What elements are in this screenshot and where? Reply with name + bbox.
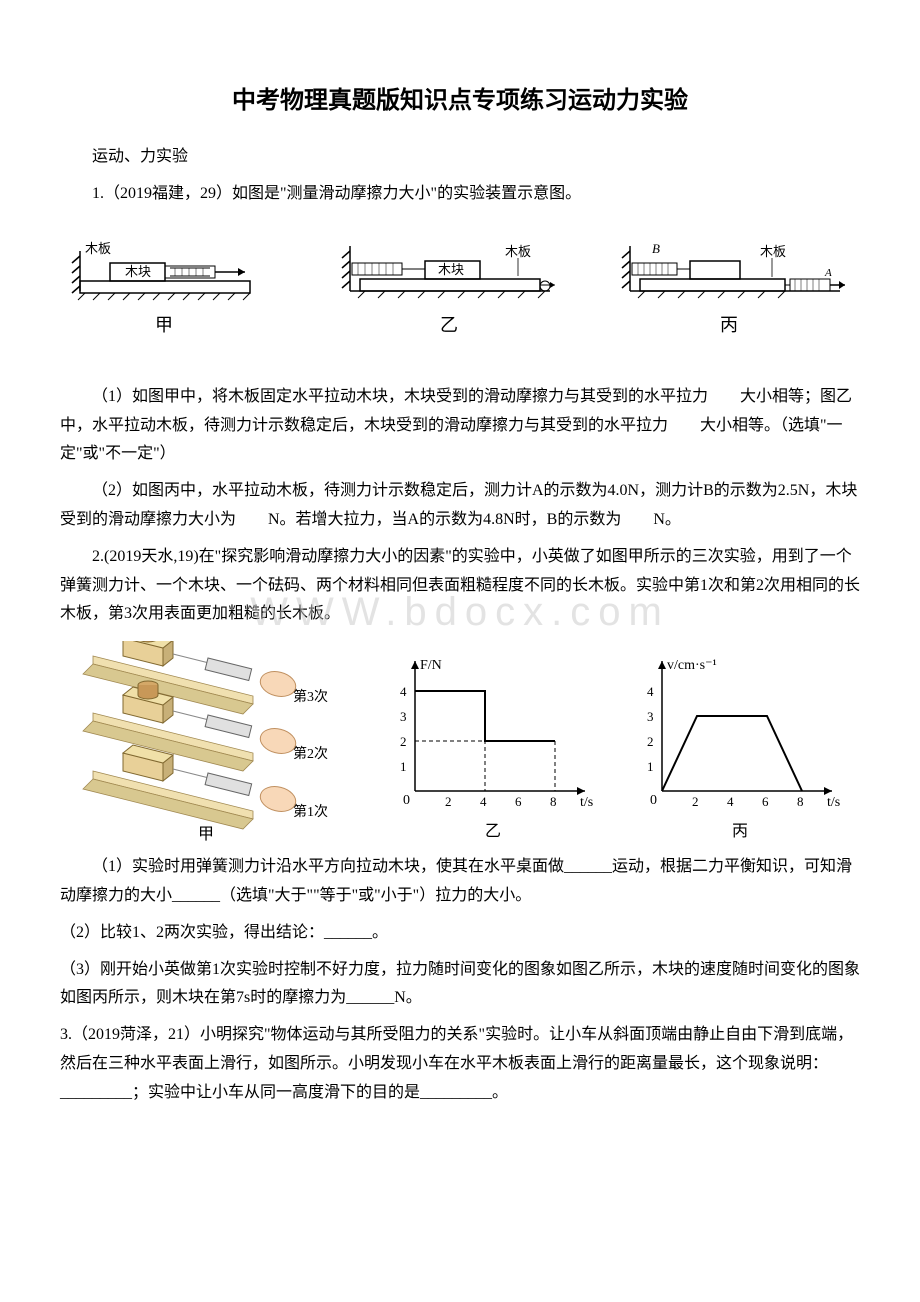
- svg-text:乙: 乙: [485, 823, 501, 840]
- svg-text:木块: 木块: [438, 262, 464, 277]
- svg-text:1: 1: [647, 759, 654, 774]
- svg-text:丙: 丙: [732, 823, 748, 840]
- svg-text:甲: 甲: [198, 826, 214, 841]
- q2-intro: 2.(2019天水,19)在"探究影响滑动摩擦力大小的因素"的实验中，小英做了如…: [60, 543, 860, 629]
- svg-text:甲: 甲: [155, 315, 173, 335]
- svg-text:4: 4: [480, 794, 487, 809]
- q2-text2: （2）比较1、2两次实验，得出结论：______。: [60, 919, 860, 948]
- svg-text:木块: 木块: [125, 264, 151, 279]
- q3-intro: 3.（2019菏泽，21）小明探究"物体运动与其所受阻力的关系"实验时。让小车从…: [60, 1021, 860, 1107]
- page-title: 中考物理真题版知识点专项练习运动力实验: [60, 80, 860, 123]
- svg-text:第2次: 第2次: [293, 745, 328, 762]
- svg-text:2: 2: [647, 734, 654, 749]
- chart-bing: v/cm·s⁻¹ t/s 0 1 2 3 4 2 4 6 8 丙: [622, 641, 852, 841]
- svg-text:1: 1: [400, 759, 407, 774]
- svg-text:4: 4: [400, 684, 407, 699]
- svg-text:4: 4: [647, 684, 654, 699]
- svg-text:8: 8: [550, 794, 557, 809]
- chart-yi: F/N t/s 0 1 2 3 4 2 4 6 8: [375, 641, 605, 841]
- svg-text:丙: 丙: [720, 315, 738, 335]
- q2-text1: （1）实验时用弹簧测力计沿水平方向拉动木块，使其在水平桌面做______运动，根…: [60, 853, 860, 911]
- q1-text2: （2）如图丙中，水平拉动木板，待测力计示数稳定后，测力计A的示数为4.0N，测力…: [60, 477, 860, 535]
- svg-text:F/N: F/N: [420, 658, 442, 673]
- svg-text:8: 8: [797, 794, 804, 809]
- svg-text:2: 2: [445, 794, 452, 809]
- svg-text:木板: 木板: [505, 244, 531, 259]
- svg-text:6: 6: [515, 794, 522, 809]
- figure-1: 木块 木板 甲: [60, 221, 860, 371]
- svg-text:乙: 乙: [440, 315, 458, 335]
- svg-text:0: 0: [650, 793, 657, 808]
- figure-2: 第3次 第2次: [60, 641, 860, 841]
- svg-text:2: 2: [400, 734, 407, 749]
- svg-text:A: A: [824, 267, 832, 279]
- svg-text:t/s: t/s: [827, 795, 840, 810]
- svg-text:木板: 木板: [85, 241, 111, 256]
- svg-text:0: 0: [403, 793, 410, 808]
- q2-text3: （3）刚开始小英做第1次实验时控制不好力度，拉力随时间变化的图象如图乙所示，木块…: [60, 956, 860, 1014]
- q1-intro: 1.（2019福建，29）如图是"测量滑动摩擦力大小"的实验装置示意图。: [60, 180, 860, 209]
- svg-text:v/cm·s⁻¹: v/cm·s⁻¹: [667, 658, 717, 673]
- q1-text1: （1）如图甲中，将木板固定水平拉动木块，木块受到的滑动摩擦力与其受到的水平拉力 …: [60, 383, 860, 469]
- svg-text:3: 3: [400, 709, 407, 724]
- svg-text:6: 6: [762, 794, 769, 809]
- subtitle-text: 运动、力实验: [60, 143, 860, 172]
- svg-text:2: 2: [692, 794, 699, 809]
- svg-text:第3次: 第3次: [293, 688, 328, 705]
- svg-text:第1次: 第1次: [293, 803, 328, 820]
- svg-text:4: 4: [727, 794, 734, 809]
- svg-text:t/s: t/s: [580, 795, 593, 810]
- svg-text:木板: 木板: [760, 244, 786, 259]
- svg-text:3: 3: [647, 709, 654, 724]
- svg-text:B: B: [652, 241, 660, 256]
